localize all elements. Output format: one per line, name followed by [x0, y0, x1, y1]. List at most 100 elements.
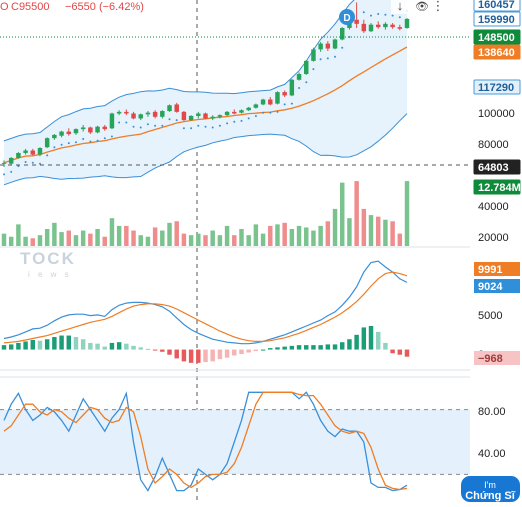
volume-bar — [66, 230, 71, 246]
candle-body — [88, 127, 93, 133]
dividend-marker[interactable]: D — [339, 9, 355, 25]
macd-tag-line-text: 9024 — [478, 281, 503, 293]
candle-body — [375, 24, 381, 28]
volume-bar — [304, 227, 309, 246]
macd-histogram-bar — [95, 343, 100, 350]
macd-histogram-bar — [296, 345, 302, 350]
candle — [30, 148, 36, 156]
macd-histogram-bar — [232, 349, 237, 356]
candle-body — [109, 113, 115, 129]
candle-body — [80, 127, 86, 130]
candle-body — [296, 74, 302, 80]
macd-histogram-bar — [368, 325, 374, 350]
arrow-down-icon: ↓ — [397, 0, 404, 13]
volume-bar — [174, 221, 179, 246]
sar-dot — [334, 55, 336, 58]
volume-bar — [383, 219, 388, 246]
sar-dot — [240, 119, 243, 122]
im-chung-si-badge[interactable]: I'm Chứng Sĩ — [461, 476, 520, 502]
more-button[interactable]: ⋮ — [431, 0, 445, 14]
candle-body — [145, 112, 151, 115]
sar-dot — [290, 102, 293, 105]
price-tag-sar-text: 159990 — [478, 14, 515, 26]
chart-toolbar: ↓ 👁 ⋮ — [391, 0, 445, 14]
volume-bar — [253, 224, 259, 246]
macd-tag-histogram: −968 — [474, 351, 520, 365]
stochastic-k-line — [3, 391, 408, 492]
candle — [23, 148, 28, 155]
sar-dot — [276, 110, 279, 113]
macd-histogram-bar — [246, 349, 251, 353]
volume-bar — [109, 218, 115, 246]
candle — [289, 78, 295, 97]
sar-dot — [283, 103, 286, 106]
axis-background — [470, 0, 522, 502]
candle-body — [174, 104, 179, 112]
macd-histogram-bar — [390, 349, 395, 354]
volume-bar — [167, 222, 172, 246]
volume-bar — [73, 235, 79, 246]
candle — [188, 115, 194, 121]
volume-bar — [275, 224, 280, 246]
macd-tag-histogram-box — [474, 351, 520, 365]
candle — [196, 111, 201, 119]
sar-dot — [319, 58, 322, 61]
stochastic-axis-label: 40.00 — [478, 448, 506, 460]
candle-body — [325, 43, 331, 49]
candle-body — [138, 114, 143, 119]
bollinger-lower — [3, 113, 408, 186]
sar-dot — [46, 154, 49, 157]
macd-histogram-bar — [73, 337, 79, 350]
candle — [95, 125, 100, 134]
sar-dot — [254, 115, 257, 117]
eye-icon: 👁 — [415, 1, 429, 13]
candle-body — [210, 116, 215, 119]
volume-tag-last-text: 12.784M — [478, 182, 521, 194]
macd-histogram-bar — [181, 349, 187, 362]
macd-histogram-bar — [282, 346, 287, 350]
volume-bar — [375, 216, 381, 246]
sar-dot — [17, 165, 20, 168]
macd-histogram-bar — [167, 349, 172, 355]
sar-dot — [75, 141, 77, 144]
candle — [260, 98, 266, 106]
macd-histogram-bar — [160, 349, 165, 352]
volume-bar — [210, 230, 215, 246]
volume-bar — [282, 222, 287, 246]
candle-body — [102, 126, 107, 130]
macd-histogram-bar — [37, 340, 43, 350]
sar-dot — [39, 162, 41, 165]
volume-bar — [37, 235, 43, 246]
candle-body — [160, 111, 165, 117]
volume-bar — [232, 235, 237, 246]
macd-tag-signal: 9991 — [474, 262, 520, 276]
macd-histogram-bar — [340, 342, 345, 350]
candle — [361, 19, 367, 33]
price-tag-ma: 138640 — [473, 44, 521, 60]
volume-axis-label: 20000 — [478, 232, 509, 244]
sar-dot — [218, 124, 221, 127]
volume-bar — [131, 230, 136, 246]
macd-histogram-bar — [375, 331, 381, 350]
macd-histogram-bar — [253, 349, 259, 352]
price-panel — [0, 0, 470, 186]
macd-histogram-bar — [318, 345, 323, 350]
price-tag-last-box — [473, 29, 521, 45]
macd-tag-line-box — [474, 279, 520, 293]
sar-dot — [89, 140, 92, 143]
sar-dot — [305, 81, 308, 84]
sar-dot — [146, 123, 149, 126]
candle-body — [304, 60, 309, 75]
candle-body — [203, 113, 208, 119]
macd-histogram-bar — [138, 347, 143, 350]
sar-dot — [110, 135, 113, 138]
candle — [145, 111, 151, 117]
arrow-down-button[interactable]: ↓ — [391, 0, 409, 14]
eye-button[interactable]: 👁 — [413, 0, 431, 14]
macd-histogram-bar — [383, 342, 388, 350]
candle — [16, 152, 21, 159]
volume-bar — [224, 225, 230, 246]
candle — [131, 111, 136, 120]
candle-body — [217, 115, 223, 117]
